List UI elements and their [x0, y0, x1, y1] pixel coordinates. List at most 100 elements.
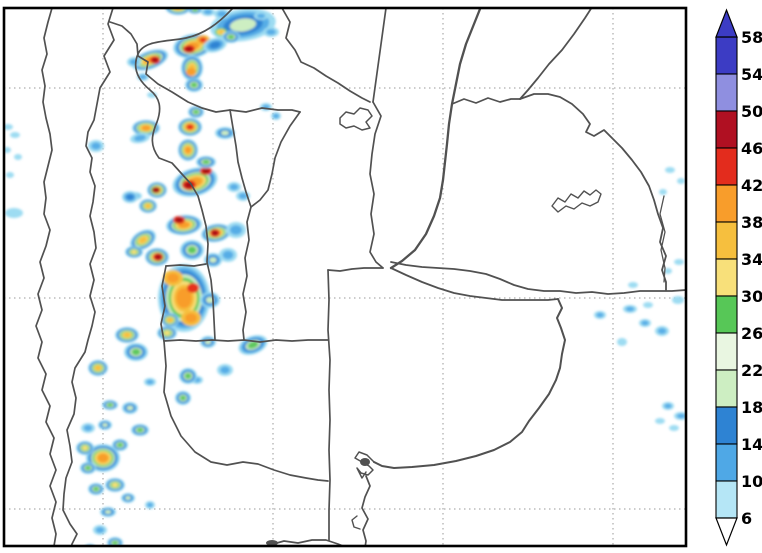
radar-contour [273, 113, 279, 119]
radar-cell [112, 439, 128, 451]
radar-contour [83, 425, 93, 431]
radar-contour [676, 413, 685, 419]
radar-contour [664, 403, 672, 409]
radar-contour [659, 189, 667, 195]
radar-cell [215, 127, 235, 139]
radar-cell [125, 246, 143, 258]
radar-contour [131, 250, 137, 254]
entrerios-north-border [451, 97, 521, 105]
radar-cell [88, 140, 104, 152]
radar-cell [102, 400, 118, 410]
radar-cell [130, 132, 150, 144]
colorbar-segment-26-30 [715, 295, 738, 334]
radar-contour [111, 482, 119, 488]
colorbar-tick-label: 14 [741, 435, 762, 454]
colorbar-tick-label: 6 [741, 509, 752, 528]
radar-cell [655, 326, 669, 336]
colorbar-segment-38-42 [715, 184, 738, 223]
radar-cell [153, 253, 163, 261]
lapampa-buenosaires-border [327, 269, 331, 541]
radar-contour [125, 496, 131, 500]
radar-cell [623, 305, 637, 313]
radar-contour [677, 178, 685, 184]
sanluis-north-border [165, 263, 207, 267]
radar-contour [212, 230, 218, 236]
colorbar-tick-label: 38 [741, 213, 762, 232]
radar-cell [175, 391, 191, 405]
radar-contour [186, 124, 194, 130]
colorbar-tick-label: 34 [741, 250, 762, 269]
radar-cell [6, 172, 14, 178]
radar-contour [136, 427, 144, 433]
radar-cell [659, 189, 667, 195]
radar-contour [85, 465, 91, 471]
radar-contour [230, 225, 242, 235]
santafe-south-corner [327, 267, 384, 272]
bahia-blanca-fill [360, 458, 370, 466]
radar-cell [115, 327, 139, 343]
map-frame [2, 6, 688, 548]
radar-cell [173, 216, 185, 224]
colorbar-arrow-down [715, 517, 738, 547]
radar-contour [220, 366, 230, 374]
radar-contour [6, 172, 14, 178]
radar-cell [263, 27, 279, 37]
radar-cell [14, 154, 22, 160]
radar-contour [5, 147, 11, 153]
radar-cell [5, 147, 11, 153]
radar-contour [141, 125, 151, 131]
radar-contour [104, 510, 112, 514]
colorbar-segment-42-46 [715, 147, 738, 186]
plata-north-shore [390, 261, 685, 295]
colorbar-tick-label: 42 [741, 176, 762, 195]
radar-contour [202, 168, 210, 174]
radar-cell [178, 139, 198, 161]
radar-contour [185, 46, 193, 52]
northwest-province-spine [134, 9, 234, 341]
radar-contour [655, 418, 665, 424]
radar-cell [677, 178, 685, 184]
radar-cell [271, 112, 281, 120]
colorbar-tick-label: 50 [741, 102, 762, 121]
radar-cell [672, 296, 684, 304]
radar-cell [210, 229, 220, 237]
radar-contour [256, 13, 266, 19]
radar-contour [229, 184, 239, 190]
colorbar-labels: 58 54 50 46 42 38 34 30 26 22 18 14 10 6 [741, 28, 762, 528]
colorbar-segment-22-26 [715, 332, 738, 371]
radar-contour [192, 9, 198, 12]
radar-contour [131, 348, 141, 356]
uruguay-river-upper [519, 9, 592, 100]
radar-contour [187, 246, 197, 254]
radar-contour [229, 18, 257, 32]
radar-contour [152, 57, 158, 63]
south-bottom-border [269, 539, 343, 545]
radar-contour [643, 302, 653, 308]
coast-south-leg [361, 475, 371, 545]
radar-cell [150, 56, 160, 64]
radar-cell [165, 9, 191, 15]
radar-cell [665, 167, 675, 173]
colorbar-segment-34-38 [715, 221, 738, 260]
radar-cell [144, 378, 156, 386]
radar-cell [617, 338, 627, 346]
colorbar-tick-label: 18 [741, 398, 762, 417]
radar-contour [95, 527, 105, 533]
santafe-west-spine [369, 101, 384, 269]
radar-contour [126, 405, 134, 411]
radar-cell [121, 493, 135, 503]
radar-contour [203, 9, 213, 15]
coast-islet [351, 515, 361, 530]
radar-cell [215, 28, 227, 36]
radar-cell [130, 229, 156, 251]
radar-cell [98, 420, 112, 430]
radar-contour [674, 259, 684, 265]
radar-cell [100, 507, 116, 517]
radar-cell [10, 132, 20, 138]
radar-contour [152, 187, 160, 193]
cordoba-east-border [242, 111, 301, 341]
radar-contour [155, 254, 161, 260]
radar-cell [188, 9, 202, 14]
radar-contour [222, 250, 234, 260]
